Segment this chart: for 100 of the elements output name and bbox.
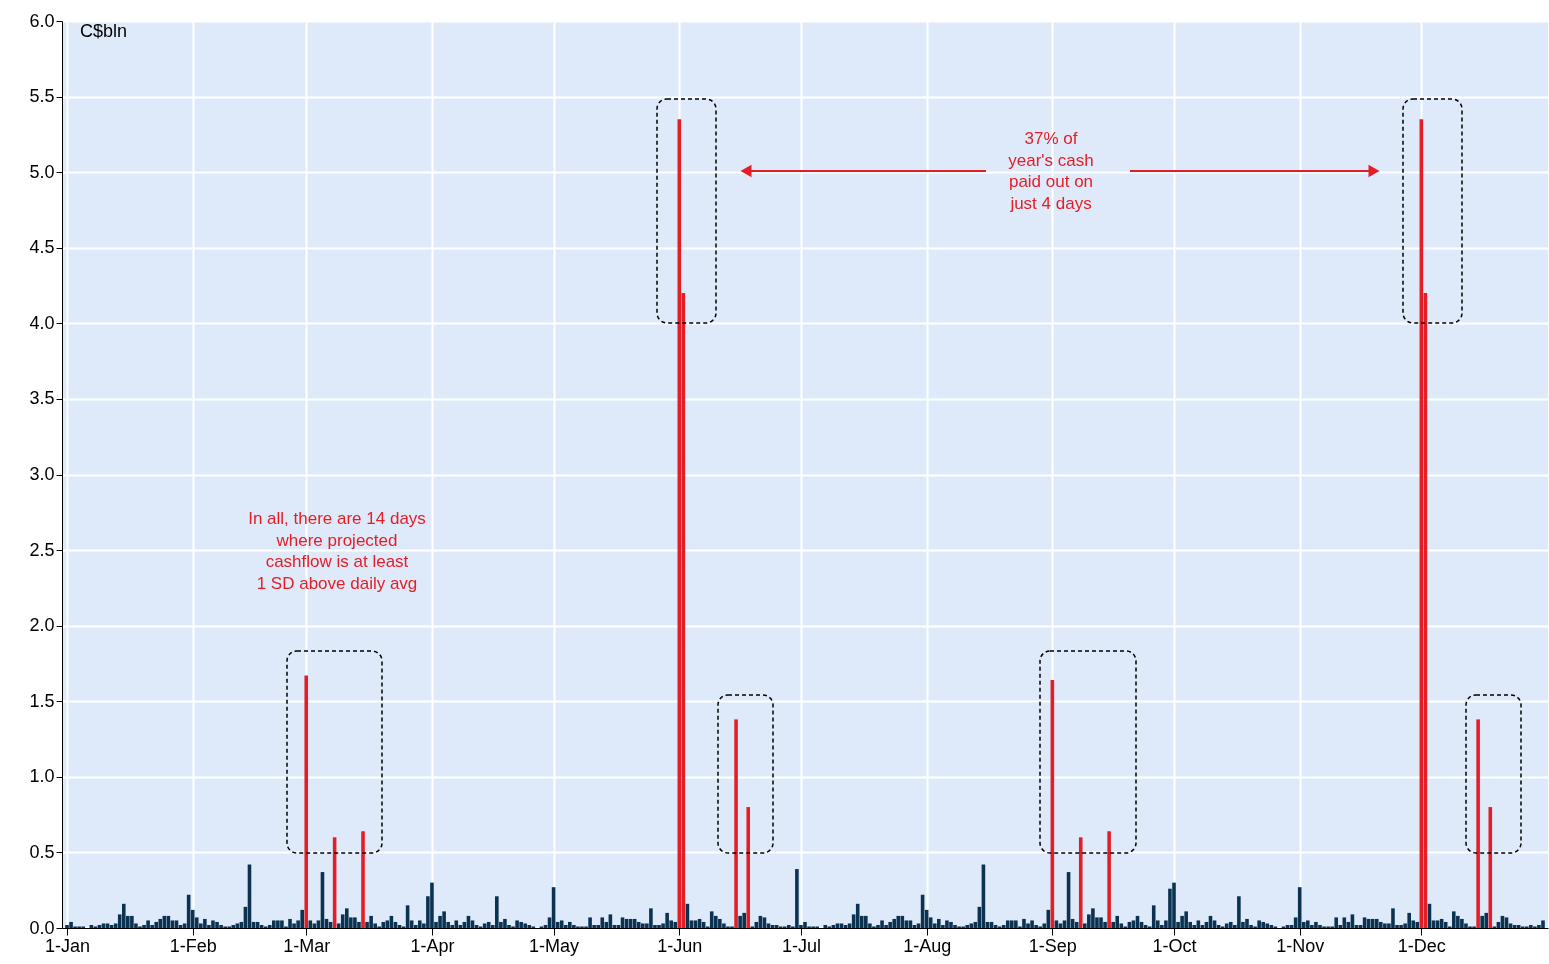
bar [563, 924, 568, 928]
bar [442, 911, 446, 928]
bar [369, 915, 373, 928]
y-tick-label: 0.5 [29, 841, 55, 862]
bar [1529, 924, 1533, 928]
y-tick-label: 6.0 [29, 10, 55, 31]
bar [953, 924, 957, 928]
annotation: In all, there are 14 days where projected cashflow is at least 1 SD above daily avg [248, 509, 426, 593]
y-tick-label: 5.5 [29, 86, 55, 107]
bar [503, 918, 507, 928]
bar [1265, 923, 1270, 928]
bar [742, 912, 746, 928]
bar [1180, 915, 1184, 928]
x-tick-label: 1-May [529, 935, 580, 956]
bar [381, 921, 386, 928]
bar [1476, 719, 1480, 928]
bar [718, 918, 722, 928]
bar [1228, 921, 1233, 928]
bar [734, 719, 738, 928]
bar [969, 923, 974, 928]
bar [1297, 887, 1302, 928]
x-tick-label: 1-Jun [657, 935, 703, 956]
bar [1318, 924, 1322, 928]
bar [308, 920, 313, 928]
bar [1391, 908, 1395, 928]
bar [649, 908, 653, 928]
y-tick-label: 1.0 [29, 766, 55, 787]
bar [746, 807, 751, 928]
x-tick-label: 1-Feb [169, 935, 217, 956]
x-tick-label: 1-Dec [1397, 935, 1446, 956]
bar [572, 924, 576, 928]
bar [1480, 915, 1484, 928]
bar [1488, 807, 1493, 928]
bar [344, 908, 349, 928]
bar [527, 924, 532, 928]
bar [559, 920, 564, 928]
bar [413, 924, 418, 928]
bar [600, 917, 605, 928]
bar [1192, 924, 1197, 928]
bar [1160, 924, 1164, 928]
bar [1005, 920, 1010, 928]
y-tick-label: 4.0 [29, 312, 55, 333]
bar [795, 869, 799, 928]
y-tick-label: 2.5 [29, 539, 55, 560]
y-tick-label: 1.5 [29, 690, 55, 711]
bar [641, 923, 645, 928]
bar [876, 924, 880, 928]
bar [1399, 924, 1403, 928]
y-tick-label: 4.5 [29, 237, 55, 258]
y-tick-label: 3.0 [29, 464, 55, 484]
bar [1464, 923, 1468, 928]
bar [482, 923, 487, 928]
bar [588, 917, 592, 928]
bar [709, 911, 714, 928]
annotation: 37% of year's cash paid out on just 4 days [1008, 129, 1094, 213]
bar [1245, 918, 1249, 928]
bar [722, 923, 726, 928]
bar [665, 912, 669, 928]
bar [1314, 921, 1318, 928]
bar [839, 923, 844, 928]
bar [1334, 917, 1338, 928]
bar [786, 924, 791, 928]
bar [519, 921, 523, 928]
bar [1172, 882, 1176, 928]
bar [855, 903, 860, 928]
bar [495, 896, 499, 928]
bar [1151, 905, 1156, 928]
bar [1107, 831, 1111, 928]
bar [1537, 924, 1541, 928]
bar [1460, 918, 1464, 928]
bar [657, 924, 661, 928]
bar [835, 923, 840, 928]
bar [937, 918, 941, 928]
bar [1407, 912, 1411, 928]
bar [1310, 924, 1314, 928]
bar [673, 921, 678, 928]
bar [1034, 924, 1038, 928]
bar [1541, 920, 1545, 928]
bar [1014, 920, 1018, 928]
bar [1026, 923, 1030, 928]
bar [636, 921, 641, 928]
bar [1374, 918, 1379, 928]
bar [803, 921, 807, 928]
bar [738, 915, 742, 928]
bar [1261, 921, 1266, 928]
bar [1184, 911, 1188, 928]
bar [1115, 915, 1120, 928]
bar [864, 915, 868, 928]
bar [1379, 921, 1383, 928]
bar [1091, 908, 1095, 928]
y-tick-label: 3.5 [29, 388, 55, 409]
bar [1010, 920, 1014, 928]
bar [892, 918, 897, 928]
x-tick-label: 1-Sep [1028, 935, 1077, 956]
bar [312, 923, 317, 928]
bar [1257, 920, 1261, 928]
bar [1078, 837, 1083, 928]
bar [438, 915, 442, 928]
bar [523, 923, 528, 928]
bar [945, 920, 949, 928]
